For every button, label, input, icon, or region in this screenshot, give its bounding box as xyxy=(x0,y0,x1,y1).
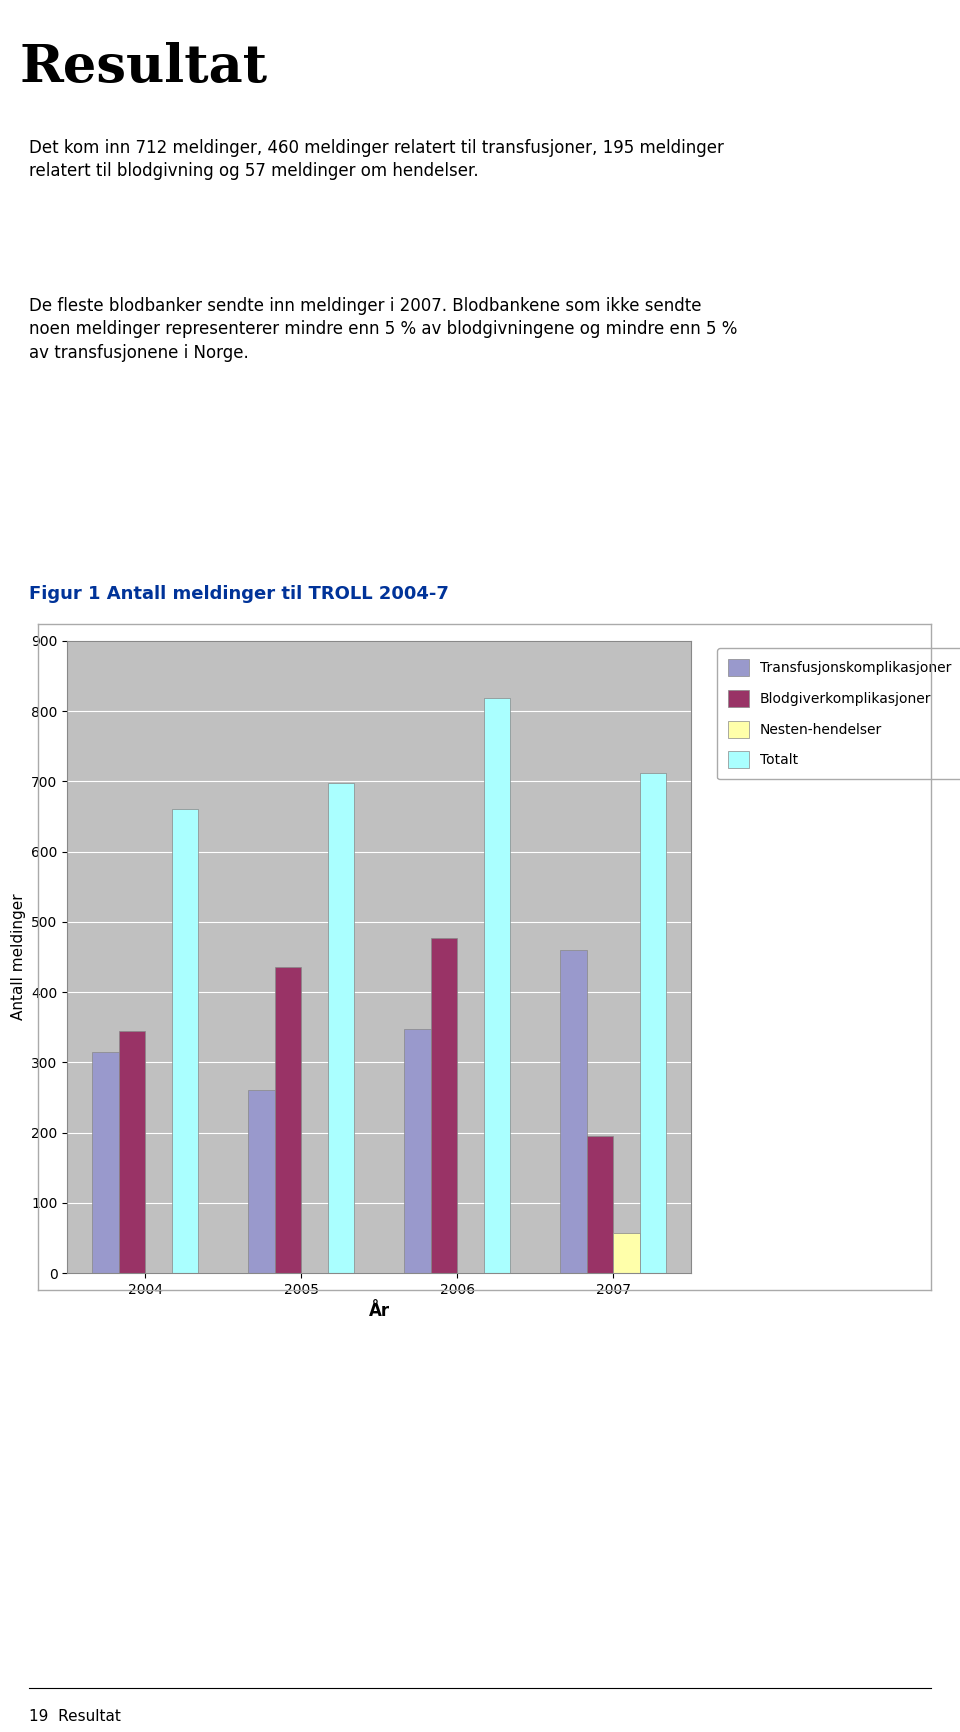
X-axis label: År: År xyxy=(369,1302,390,1320)
Text: Figur 1 Antall meldinger til TROLL 2004-7: Figur 1 Antall meldinger til TROLL 2004-… xyxy=(29,585,448,603)
Text: Resultat: Resultat xyxy=(19,42,267,92)
Text: Det kom inn 712 meldinger, 460 meldinger relatert til transfusjoner, 195 melding: Det kom inn 712 meldinger, 460 meldinger… xyxy=(29,139,724,180)
Bar xyxy=(587,1136,613,1273)
Bar xyxy=(431,939,457,1273)
Bar xyxy=(172,809,198,1273)
Text: De fleste blodbanker sendte inn meldinger i 2007. Blodbankene som ikke sendte
no: De fleste blodbanker sendte inn meldinge… xyxy=(29,296,737,362)
Bar xyxy=(613,1233,639,1273)
Bar xyxy=(327,783,354,1273)
Y-axis label: Antall meldinger: Antall meldinger xyxy=(11,894,26,1020)
Text: 19  Resultat: 19 Resultat xyxy=(29,1709,121,1723)
Bar xyxy=(92,1051,119,1273)
Bar xyxy=(404,1029,431,1273)
Bar xyxy=(248,1091,275,1273)
Bar xyxy=(484,698,510,1273)
Bar xyxy=(275,968,301,1273)
Bar xyxy=(560,949,587,1273)
Bar xyxy=(639,772,666,1273)
Legend: Transfusjonskomplikasjoner, Blodgiverkomplikasjoner, Nesten-hendelser, Totalt: Transfusjonskomplikasjoner, Blodgiverkom… xyxy=(717,648,960,779)
Bar xyxy=(119,1031,145,1273)
